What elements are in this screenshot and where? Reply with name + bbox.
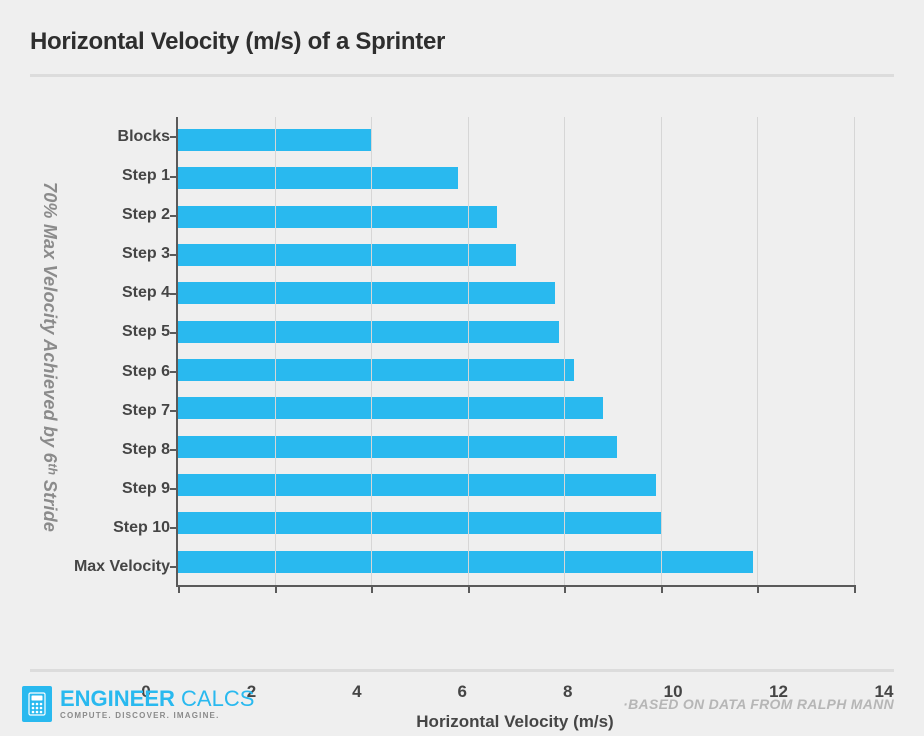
grid-line xyxy=(854,117,855,585)
grid-line xyxy=(661,117,662,585)
y-axis-label: Step 8 xyxy=(66,431,176,469)
y-tick-mark xyxy=(170,527,178,529)
y-tick-mark xyxy=(170,176,178,178)
bar xyxy=(178,397,603,419)
bar xyxy=(178,167,458,189)
chart-area: 70% Max Velocity Achieved by 6ᵗʰ Stride … xyxy=(30,107,894,647)
brand-name-light: CALCS xyxy=(175,686,254,711)
bar xyxy=(178,244,516,266)
title-rule xyxy=(30,74,894,77)
calculator-icon xyxy=(22,686,52,722)
grid-line xyxy=(564,117,565,585)
grid-line xyxy=(371,117,372,585)
y-tick-mark xyxy=(170,371,178,373)
y-axis-label: Blocks xyxy=(66,118,176,156)
x-tick-mark xyxy=(854,585,856,593)
x-tick-mark xyxy=(468,585,470,593)
brand-block: ENGINEER CALCS COMPUTE. DISCOVER. IMAGIN… xyxy=(22,686,254,722)
calculator-icon-svg xyxy=(28,692,46,716)
bar xyxy=(178,474,656,496)
page-title: Horizontal Velocity (m/s) of a Sprinter xyxy=(30,28,894,56)
y-axis-label: Step 4 xyxy=(66,274,176,312)
y-axis-label: Step 5 xyxy=(66,313,176,351)
x-tick-mark xyxy=(371,585,373,593)
side-note: 70% Max Velocity Achieved by 6ᵗʰ Stride xyxy=(30,107,60,647)
y-tick-mark xyxy=(170,293,178,295)
footer-rule xyxy=(30,669,894,672)
footer: ENGINEER CALCS COMPUTE. DISCOVER. IMAGIN… xyxy=(22,686,894,722)
bar xyxy=(178,282,555,304)
grid-line xyxy=(468,117,469,585)
y-axis-label: Step 9 xyxy=(66,470,176,508)
y-tick-mark xyxy=(170,136,178,138)
y-axis-label: Max Velocity xyxy=(66,548,176,586)
data-credit: ·BASED ON DATA FROM RALPH MANN xyxy=(623,696,894,712)
bar xyxy=(178,359,574,381)
y-axis-label: Step 6 xyxy=(66,353,176,391)
bar xyxy=(178,436,617,458)
bar xyxy=(178,512,661,534)
x-tick-mark xyxy=(564,585,566,593)
x-tick-mark xyxy=(178,585,180,593)
y-tick-mark xyxy=(170,410,178,412)
x-tick-mark xyxy=(275,585,277,593)
y-tick-mark xyxy=(170,215,178,217)
y-tick-mark xyxy=(170,566,178,568)
y-tick-mark xyxy=(170,488,178,490)
grid-line xyxy=(757,117,758,585)
x-tick-mark xyxy=(757,585,759,593)
plot-area xyxy=(176,117,854,587)
y-tick-mark xyxy=(170,449,178,451)
y-tick-mark xyxy=(170,254,178,256)
chart-card: Horizontal Velocity (m/s) of a Sprinter … xyxy=(0,0,924,736)
bar xyxy=(178,321,559,343)
bar xyxy=(178,551,753,573)
y-axis-label: Step 2 xyxy=(66,196,176,234)
y-axis-label: Step 10 xyxy=(66,509,176,547)
y-axis-labels: BlocksStep 1Step 2Step 3Step 4Step 5Step… xyxy=(66,107,176,647)
brand-text: ENGINEER CALCS COMPUTE. DISCOVER. IMAGIN… xyxy=(60,688,254,720)
brand-name: ENGINEER CALCS xyxy=(60,688,254,710)
y-axis-label: Step 7 xyxy=(66,392,176,430)
y-axis-label: Step 1 xyxy=(66,157,176,195)
brand-name-bold: ENGINEER xyxy=(60,686,175,711)
bar xyxy=(178,206,497,228)
grid-line xyxy=(275,117,276,585)
brand-tagline: COMPUTE. DISCOVER. IMAGINE. xyxy=(60,712,254,720)
y-axis-label: Step 3 xyxy=(66,235,176,273)
x-tick-mark xyxy=(661,585,663,593)
bars-container xyxy=(178,117,854,585)
y-tick-mark xyxy=(170,332,178,334)
